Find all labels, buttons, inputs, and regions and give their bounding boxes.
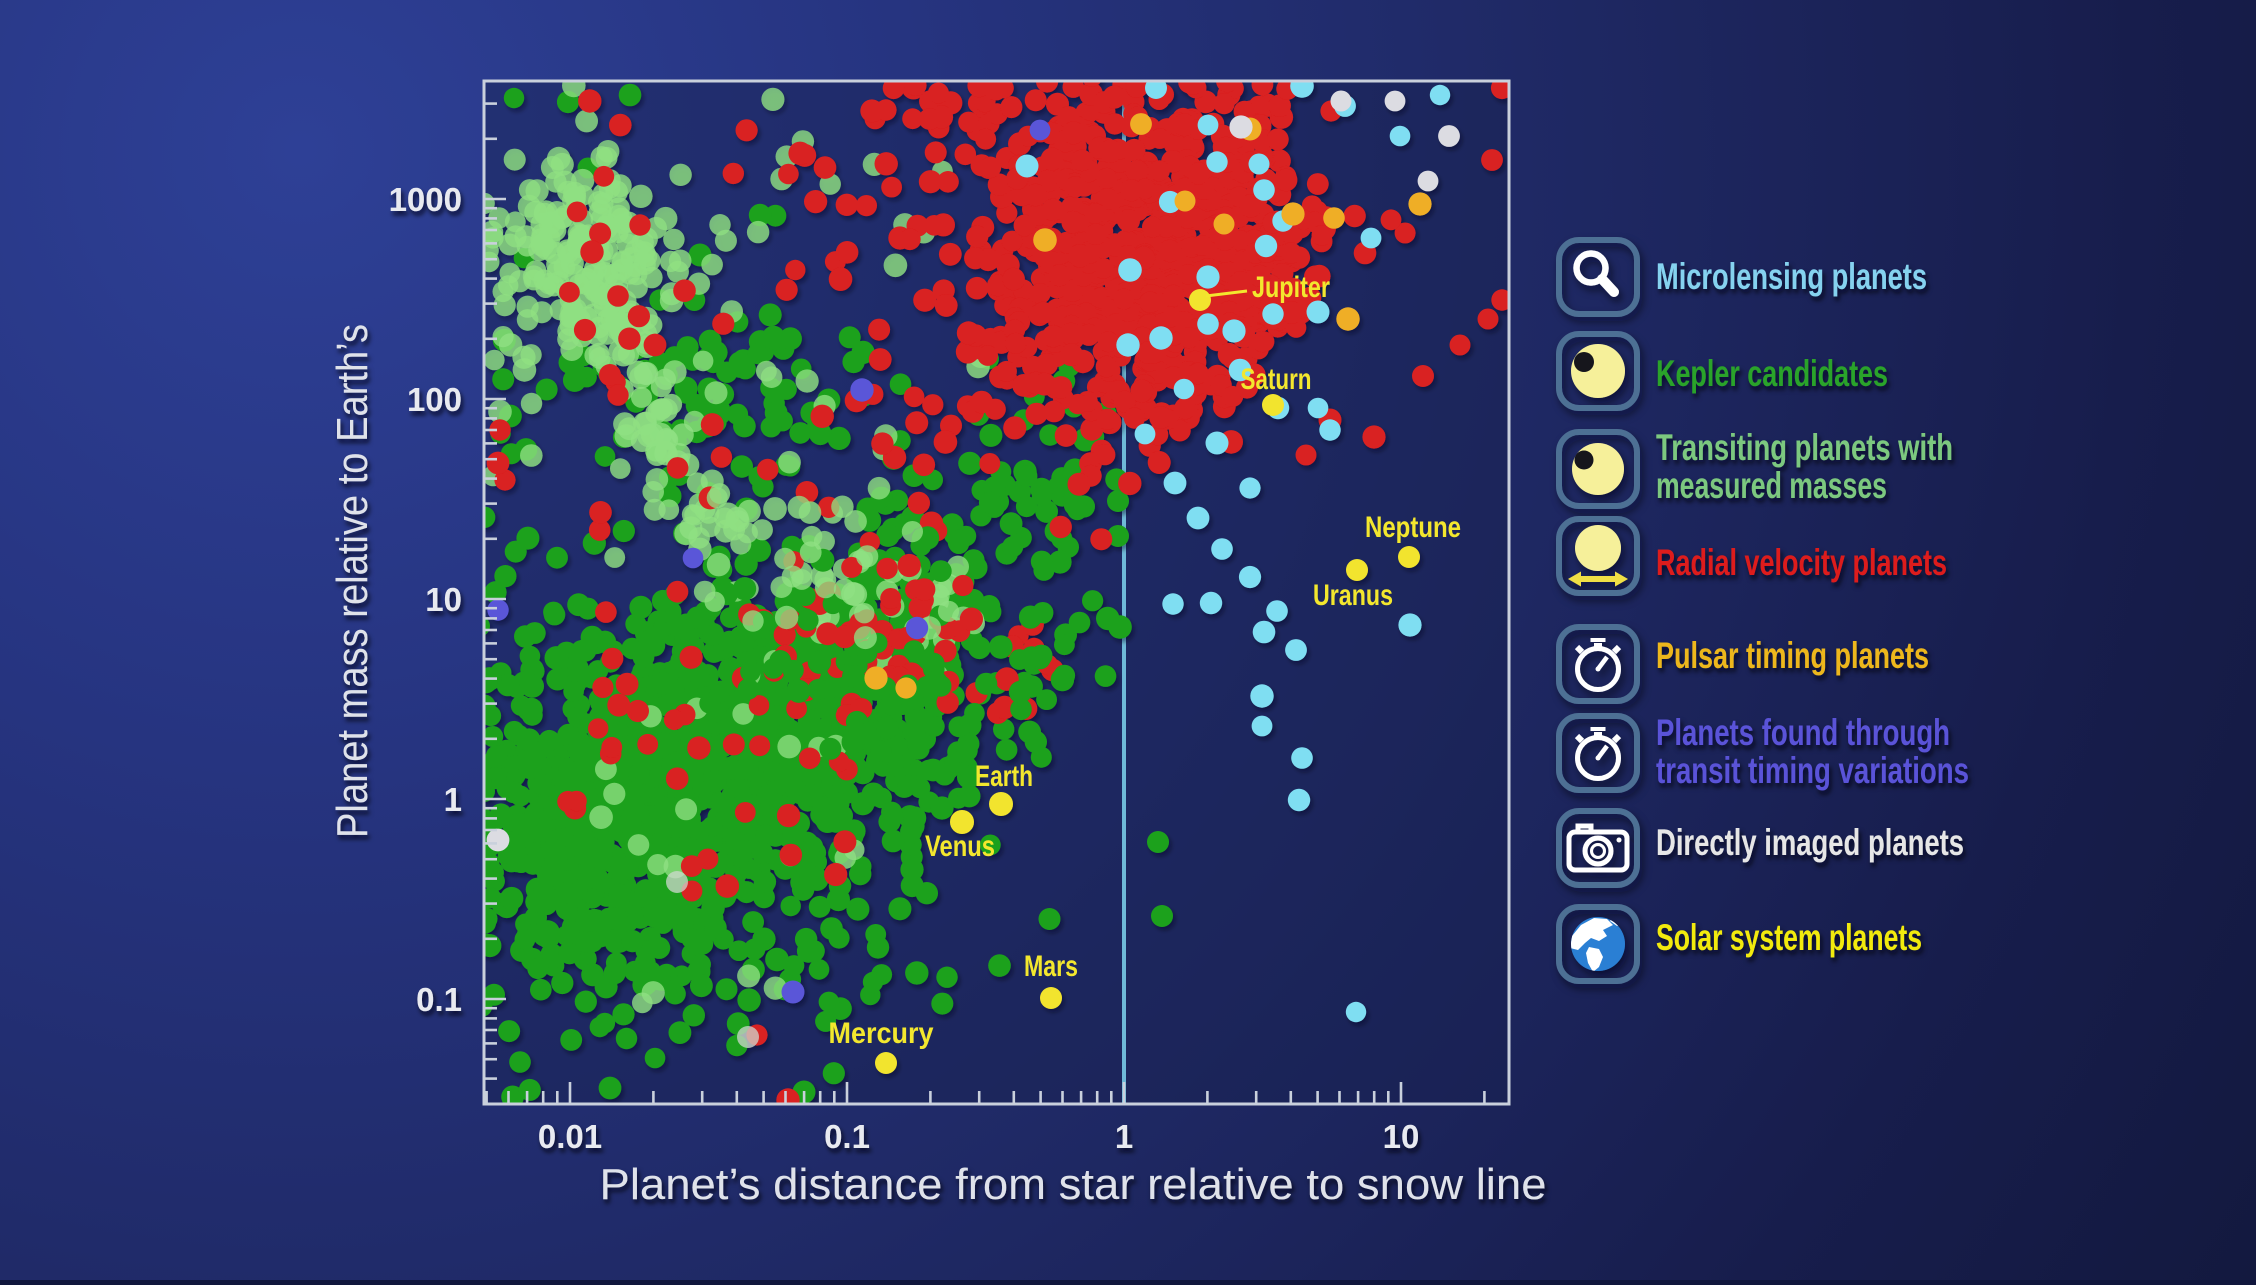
svg-text:Planet mass relative to Earth’: Planet mass relative to Earth’s [328, 324, 377, 838]
svg-text:Neptune: Neptune [1365, 511, 1461, 544]
svg-text:Directly imaged planets: Directly imaged planets [1656, 822, 1964, 863]
svg-text:Kepler candidates: Kepler candidates [1656, 353, 1888, 394]
svg-text:Venus: Venus [925, 830, 995, 863]
svg-text:Saturn: Saturn [1241, 363, 1312, 396]
svg-text:0.01: 0.01 [538, 1118, 602, 1155]
svg-text:1: 1 [444, 781, 462, 818]
svg-text:measured masses: measured masses [1656, 465, 1887, 506]
svg-text:Planet’s distance from star re: Planet’s distance from star relative to … [600, 1160, 1547, 1209]
svg-text:Jupiter: Jupiter [1252, 271, 1330, 304]
svg-text:Earth: Earth [975, 760, 1033, 793]
svg-text:1: 1 [1115, 1118, 1133, 1155]
svg-text:Pulsar timing planets: Pulsar timing planets [1656, 635, 1929, 676]
svg-text:Microlensing planets: Microlensing planets [1656, 256, 1927, 297]
svg-text:Uranus: Uranus [1313, 579, 1393, 612]
svg-text:Solar system planets: Solar system planets [1656, 917, 1922, 958]
svg-text:transit timing variations: transit timing variations [1656, 750, 1969, 791]
svg-text:1000: 1000 [389, 181, 462, 218]
svg-text:Mars: Mars [1024, 950, 1078, 983]
svg-text:Radial velocity planets: Radial velocity planets [1656, 542, 1947, 583]
svg-text:0.1: 0.1 [824, 1118, 870, 1155]
svg-text:10: 10 [425, 581, 462, 618]
svg-text:Mercury: Mercury [829, 1017, 934, 1050]
svg-text:100: 100 [407, 381, 462, 418]
svg-text:10: 10 [1383, 1118, 1420, 1155]
svg-text:0.1: 0.1 [416, 981, 462, 1018]
svg-text:Planets found through: Planets found through [1656, 712, 1950, 753]
svg-text:Transiting planets with: Transiting planets with [1656, 427, 1953, 468]
